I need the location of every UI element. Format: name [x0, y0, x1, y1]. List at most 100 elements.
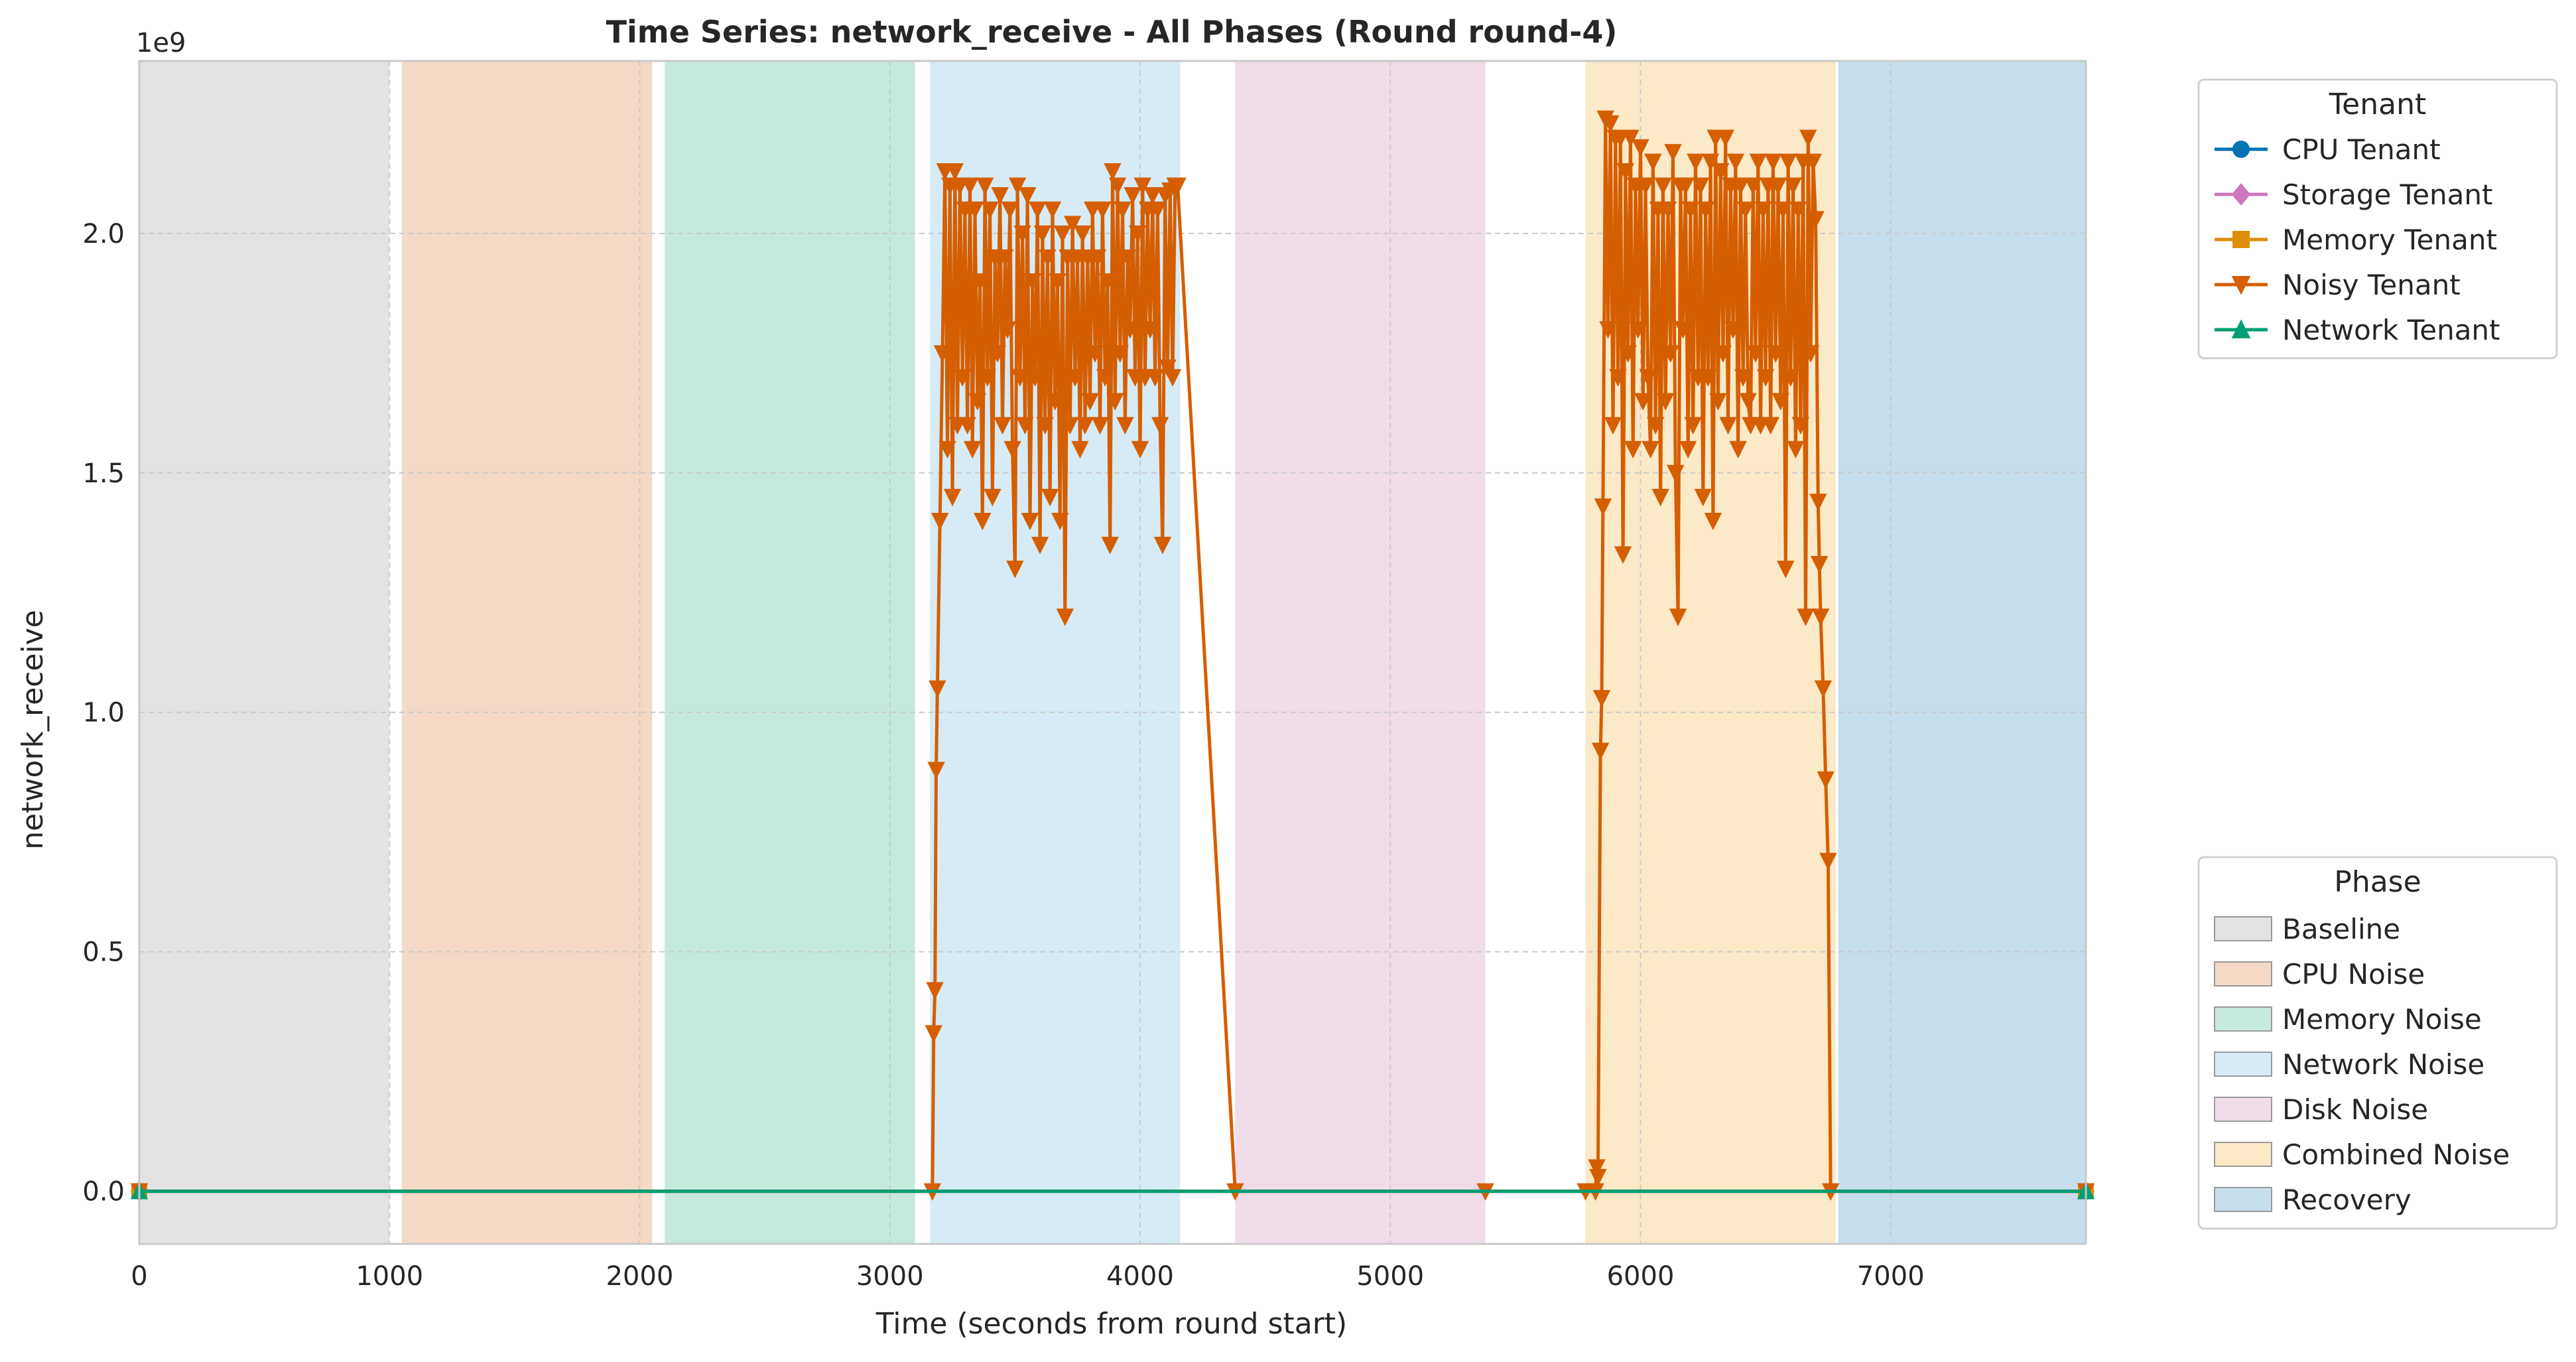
legend-swatch-disk-noise	[2214, 1097, 2272, 1122]
data-point-noisy-tenant	[1642, 441, 1659, 459]
legend-marker-memory-tenant	[2232, 231, 2250, 248]
x-tick-label: 4000	[1106, 1261, 1174, 1292]
data-point-noisy-tenant	[1041, 488, 1059, 507]
data-point-noisy-tenant	[1764, 153, 1782, 171]
x-tick-label: 5000	[1356, 1261, 1424, 1292]
data-point-noisy-tenant	[988, 345, 1007, 363]
data-point-noisy-tenant	[1687, 153, 1705, 171]
y-tick-label: 0.5	[82, 937, 125, 968]
data-point-noisy-tenant	[1063, 216, 1082, 234]
data-point-noisy-tenant	[1691, 177, 1710, 196]
data-point-noisy-tenant	[1046, 393, 1064, 411]
data-point-noisy-tenant	[1799, 129, 1817, 147]
data-point-noisy-tenant	[976, 177, 994, 196]
y-tick-label: 1.0	[82, 698, 125, 728]
data-point-noisy-tenant	[1013, 225, 1031, 243]
phase-band-memory-noise	[665, 61, 915, 1244]
data-point-noisy-tenant	[1714, 345, 1732, 363]
legend-swatch-network-noise	[2214, 1052, 2272, 1077]
data-point-noisy-tenant	[1704, 512, 1722, 531]
data-point-noisy-tenant	[1744, 177, 1762, 196]
data-point-noisy-tenant	[929, 680, 946, 699]
data-point-noisy-tenant	[943, 488, 962, 507]
data-point-noisy-tenant	[1732, 177, 1750, 196]
tenant-legend-box	[2197, 78, 2558, 360]
y-tick-label: 0.0	[82, 1177, 125, 1207]
data-point-noisy-tenant	[1679, 441, 1697, 459]
data-point-noisy-tenant	[1614, 546, 1632, 564]
data-point-noisy-tenant	[1594, 498, 1612, 516]
phase-band-disk-noise	[1235, 61, 1486, 1244]
data-point-noisy-tenant	[946, 163, 964, 181]
x-tick-label: 7000	[1857, 1261, 1925, 1292]
legend-label-storage-tenant: Storage Tenant	[2282, 178, 2492, 211]
legend-marker-cpu-tenant	[2232, 141, 2250, 158]
data-point-noisy-tenant	[994, 417, 1011, 435]
data-point-noisy-tenant	[1677, 177, 1695, 196]
data-point-noisy-tenant	[1669, 608, 1687, 626]
data-point-noisy-tenant	[1629, 321, 1647, 339]
legend-swatch-cpu-noise	[2214, 961, 2272, 987]
x-tick-label: 1000	[355, 1261, 423, 1292]
data-point-noisy-tenant	[998, 321, 1017, 339]
x-tick-labels: 0 1000 2000 3000 4000 5000 6000 7000	[131, 1261, 1924, 1292]
data-point-noisy-tenant	[1699, 369, 1717, 387]
data-point-noisy-tenant	[1762, 417, 1779, 435]
phase-legend-box	[2197, 856, 2558, 1230]
data-point-noisy-tenant	[933, 345, 952, 363]
data-point-noisy-tenant	[1681, 201, 1700, 220]
y-tick-labels: 0.0 0.5 1.0 1.5 2.0	[82, 219, 125, 1207]
data-point-noisy-tenant	[1039, 249, 1057, 267]
data-point-noisy-tenant	[1118, 249, 1137, 267]
data-point-noisy-tenant	[927, 762, 945, 780]
legend-marker-noisy-tenant	[2231, 276, 2251, 295]
data-point-noisy-tenant	[1098, 273, 1117, 291]
data-point-noisy-tenant	[1709, 393, 1727, 411]
data-point-noisy-tenant	[978, 369, 997, 387]
data-point-noisy-tenant	[1814, 680, 1833, 699]
data-point-noisy-tenant	[1779, 153, 1797, 171]
data-point-noisy-tenant	[1646, 417, 1665, 435]
data-point-noisy-tenant	[1591, 742, 1610, 760]
data-point-noisy-tenant	[996, 249, 1014, 267]
data-point-noisy-tenant	[1634, 393, 1652, 411]
data-point-noisy-tenant	[1033, 225, 1052, 243]
data-point-noisy-tenant	[1726, 153, 1745, 171]
data-point-noisy-tenant	[1061, 417, 1079, 435]
data-point-noisy-tenant	[1791, 417, 1810, 435]
data-point-noisy-tenant	[1121, 321, 1139, 339]
data-point-noisy-tenant	[1051, 512, 1069, 531]
data-point-noisy-tenant	[1086, 345, 1104, 363]
data-point-noisy-tenant	[1819, 852, 1837, 870]
data-point-noisy-tenant	[958, 417, 976, 435]
data-point-noisy-tenant	[974, 512, 992, 531]
data-point-noisy-tenant	[1159, 359, 1177, 377]
data-point-noisy-tenant	[971, 273, 989, 291]
data-point-noisy-tenant	[1659, 201, 1677, 220]
data-point-noisy-tenant	[1777, 561, 1795, 579]
data-point-noisy-tenant	[1049, 273, 1066, 291]
data-point-noisy-tenant	[1143, 187, 1162, 205]
data-point-noisy-tenant	[1153, 537, 1172, 555]
phase-band-baseline	[139, 61, 390, 1244]
data-point-noisy-tenant	[1104, 163, 1122, 181]
data-point-noisy-tenant	[1644, 153, 1662, 171]
data-point-noisy-tenant	[1609, 369, 1627, 387]
data-point-noisy-tenant	[1141, 321, 1159, 339]
data-point-noisy-tenant	[1088, 249, 1107, 267]
data-point-noisy-tenant	[1817, 771, 1835, 789]
data-point-noisy-tenant	[1094, 201, 1112, 220]
data-point-noisy-tenant	[1719, 417, 1737, 435]
data-point-noisy-tenant	[1169, 177, 1187, 196]
data-point-noisy-tenant	[1749, 153, 1768, 171]
data-point-noisy-tenant	[1636, 177, 1655, 196]
data-point-noisy-tenant	[1809, 494, 1827, 511]
y-axis-label: network_receive	[16, 610, 50, 849]
legend-label-cpu-noise: CPU Noise	[2282, 958, 2425, 990]
legend-label-disk-noise: Disk Noise	[2282, 1093, 2428, 1126]
data-point-noisy-tenant	[1769, 177, 1787, 196]
data-point-noisy-tenant	[1787, 441, 1805, 459]
phase-band-cpu-noise	[402, 61, 653, 1244]
data-point-noisy-tenant	[1131, 441, 1149, 459]
